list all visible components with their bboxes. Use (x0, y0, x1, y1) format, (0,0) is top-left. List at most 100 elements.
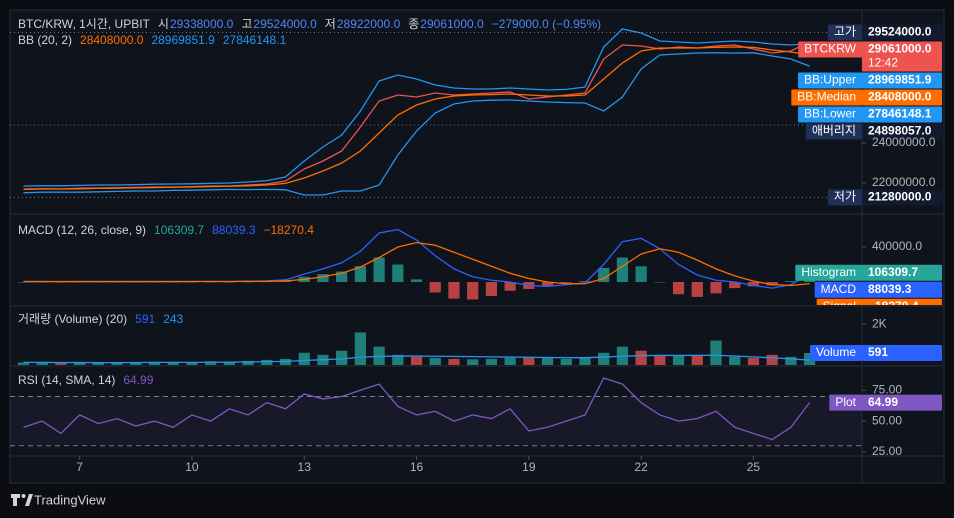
tag-label-box (827, 189, 862, 206)
bar (467, 281, 479, 300)
tag-label-box (809, 344, 862, 361)
tag-label: MACD (821, 282, 857, 296)
tag-value: 24898057.0 (868, 124, 932, 138)
pane-plot (10, 28, 862, 198)
logo-shape (11, 494, 20, 506)
pane-plot (17, 228, 816, 300)
legend-text: BTC/KRW, 1시간, UPBIT (18, 17, 151, 31)
legend-text: 저 (325, 17, 336, 31)
tag-label-box (816, 298, 862, 305)
bar (261, 359, 273, 365)
x-tick-label: 25 (747, 460, 761, 474)
bar (55, 363, 67, 365)
tag-value-box (862, 72, 942, 89)
pane-plot (17, 332, 816, 365)
tag-label-box (798, 41, 862, 58)
legend-text: 243 (163, 312, 183, 326)
legend-text: 591 (135, 312, 155, 326)
bar (167, 362, 179, 365)
legend-text: 28408000.0 (80, 33, 144, 47)
tag-label: BB:Lower (804, 107, 856, 121)
tag-label-box (827, 24, 862, 41)
tag-value: 106309.7 (868, 265, 918, 279)
bar (130, 281, 142, 283)
bar (36, 362, 48, 365)
bar (336, 350, 348, 365)
bar (766, 281, 778, 286)
legend-text: 거래량 (Volume) (20) (18, 312, 127, 326)
legend-text: 고 (241, 17, 252, 31)
tag-value: −18270.4 (868, 299, 919, 313)
x-tick-label: 10 (185, 460, 199, 474)
bar (747, 357, 760, 365)
tag-label: BB:Upper (804, 73, 856, 87)
legend-text: 종 (408, 17, 419, 31)
legend-text: −279000.0 (−0.95%) (492, 17, 601, 31)
bar (392, 354, 404, 365)
tag-label: 애버리지 (812, 124, 856, 138)
bar (336, 271, 348, 282)
tag-value-box (862, 264, 942, 281)
bar (691, 354, 703, 365)
tag-value: 29061000.0 (868, 42, 932, 56)
tag-label: Histogram (801, 265, 856, 279)
tag-label: 저가 (834, 190, 856, 204)
bar (392, 264, 404, 282)
tag-value: 591 (868, 345, 888, 359)
tag-label-box (797, 106, 862, 123)
tag-value-box (862, 298, 942, 305)
tag-value: 28408000.0 (868, 90, 932, 104)
y-tick-label: 75.00 (872, 382, 902, 396)
series-line (23, 241, 810, 287)
bar (654, 354, 666, 365)
bar (616, 257, 629, 282)
bar (148, 362, 161, 365)
x-tick-label: 13 (298, 460, 312, 474)
bar (92, 281, 104, 283)
bar (485, 358, 498, 365)
bar (242, 281, 254, 283)
tag-value: 64.99 (868, 395, 898, 409)
series-line (23, 377, 811, 441)
bar (785, 356, 797, 365)
bar (598, 352, 610, 365)
bar (410, 356, 423, 365)
logo-shape (25, 494, 33, 506)
x-tick-label: 16 (410, 460, 424, 474)
tag-label: 고가 (834, 25, 856, 39)
series-line (23, 46, 810, 191)
legend-text: 64.99 (123, 373, 153, 387)
bar (223, 281, 235, 283)
bar (242, 360, 254, 365)
y-tick-label: 24000000.0 (872, 135, 936, 149)
bar (17, 362, 30, 365)
legend-text: 29524000.0 (253, 17, 317, 31)
bar (635, 266, 647, 282)
tag-label: Plot (835, 395, 856, 409)
pane-tags: 29524000.0 고가 29061000.012:42 BTCKRW 2896985… (791, 24, 942, 206)
tag-label-box (795, 264, 862, 281)
bar (504, 281, 516, 291)
tag-value-box (862, 24, 942, 41)
bar (729, 356, 741, 365)
bar (354, 266, 366, 282)
bar (635, 350, 647, 365)
bar (541, 357, 554, 365)
tag-value-box (862, 189, 942, 206)
tag-countdown: 12:42 (868, 56, 898, 70)
legend-text: 28969851.9 (151, 33, 215, 47)
band-fill (10, 396, 862, 446)
tag-label-box (797, 72, 862, 89)
pane-tags: 64.99 Plot (829, 394, 942, 411)
bar (747, 281, 760, 287)
bar (448, 281, 460, 299)
legend-text: 106309.7 (154, 223, 204, 237)
bar (672, 355, 685, 365)
x-tick-label: 22 (634, 460, 648, 474)
bar (691, 281, 703, 297)
bar (373, 257, 385, 282)
bar (130, 362, 142, 365)
tag-label-box (829, 394, 862, 411)
brand-logo[interactable]: TradingView (11, 492, 106, 507)
